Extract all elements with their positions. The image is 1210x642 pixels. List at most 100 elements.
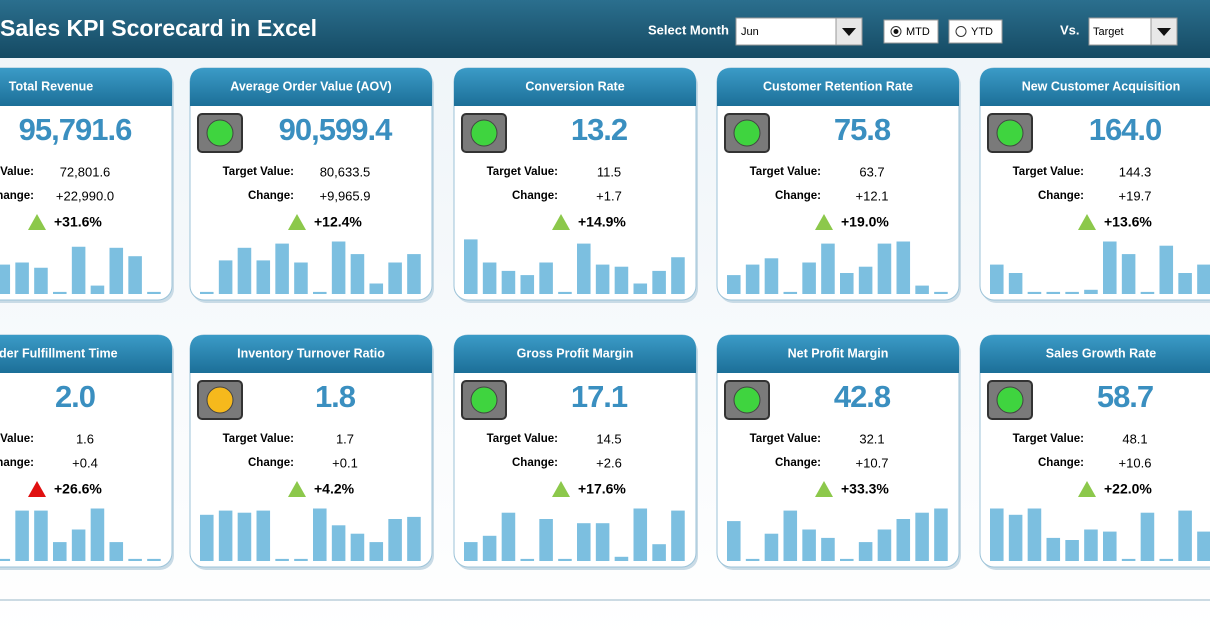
trend-bar [313,508,327,561]
trend-bar [990,508,1004,561]
trend-arrow [28,481,46,497]
kpi-card: Net Profit Margin 42.8 Target Value: 32.1 Ch… [716,334,961,570]
trend-bar [727,275,741,294]
card-header [0,335,172,373]
change-label: Change: [775,457,821,469]
radio-circle[interactable] [955,26,967,37]
target-label: Target Value: [1013,166,1084,178]
change-value: +9,965.9 [320,188,371,203]
change-value: +22,990.0 [56,188,114,203]
status-light [733,119,761,147]
target-value: 72,801.6 [60,164,111,179]
trend-bar [369,283,384,294]
radio-dot[interactable] [893,29,899,34]
trend-bar [577,523,591,561]
trend-bar [727,521,741,561]
trend-bar [237,512,252,561]
trend-bar [1084,529,1098,561]
change-label: Change: [0,190,34,202]
trend-bar [840,273,854,294]
change-value: +12.1 [856,188,889,203]
change-value: +10.6 [1119,455,1152,470]
trend-bar [877,529,892,561]
month-value[interactable]: Jun [741,26,759,38]
trend-bar [313,291,327,294]
target-label: Target Value: [0,433,34,445]
trend-bar [783,510,798,561]
trend-bar [1008,514,1023,561]
trend-bar [369,542,384,561]
change-value: +19.7 [1119,188,1152,203]
status-light [206,119,234,147]
ytd-radio[interactable]: YTD [948,19,1003,44]
trend-arrow [1078,214,1096,230]
trend-bar [1103,241,1117,294]
kpi-value: 95,791.6 [19,112,132,147]
radio-box[interactable] [883,19,939,44]
vs-dropdown[interactable]: Target [1088,17,1178,46]
trend-bar [577,243,591,294]
trend-bar [109,542,124,561]
status-light [996,119,1024,147]
dropdown-arrow[interactable] [1157,28,1171,36]
trend-bar [652,544,666,561]
trend-arrow [815,481,833,497]
change-percent: +17.6% [578,481,626,497]
target-label: Target Value: [487,433,558,445]
trend-bar [633,283,648,294]
trend-bar [218,260,233,294]
trend-bar [915,512,929,561]
trend-bar [256,260,271,294]
status-light [470,119,498,147]
trend-bar [614,266,629,294]
card-header [717,335,959,373]
trend-arrow [28,214,46,230]
target-value: 144.3 [1119,164,1152,179]
vs-value[interactable]: Target [1093,26,1124,38]
kpi-card: Order Fulfillment Time 2.0 Target Value: 1.… [0,334,174,570]
trend-bar [147,558,161,561]
trend-bar [294,262,308,294]
kpi-value: 75.8 [834,112,891,147]
trend-bar [1046,537,1061,561]
change-value: +0.1 [332,455,358,470]
kpi-value: 1.8 [315,379,356,414]
card-header [190,335,432,373]
target-label: Target Value: [1013,433,1084,445]
kpi-card: Total Revenue 95,791.6 Target Value: 72,801… [0,67,174,303]
target-value: 14.5 [596,431,621,446]
trend-bar [275,558,289,561]
target-value: 11.5 [597,164,621,179]
trend-bar [1027,291,1042,294]
trend-bar [520,275,535,294]
trend-bar [934,508,948,561]
trend-bar [71,246,86,294]
trend-bar [858,266,873,294]
trend-bar [0,264,11,294]
trend-bar [90,285,105,294]
trend-bar [464,542,478,561]
trend-bar [1140,291,1155,294]
trend-bar [256,510,271,561]
trend-arrow [288,214,306,230]
dropdown-arrow[interactable] [842,28,856,36]
trend-bar [53,291,67,294]
trend-bar [1121,254,1136,294]
card-title: Gross Profit Margin [517,346,634,360]
trend-bar [1159,558,1174,561]
trend-bar [558,291,572,294]
mtd-radio[interactable]: MTD [883,19,939,44]
trend-bar [877,243,892,294]
card-header [190,68,432,106]
trend-bar [388,262,402,294]
mtd-label[interactable]: MTD [906,26,930,38]
radio-box[interactable] [948,19,1003,44]
month-dropdown[interactable]: Jun [735,17,863,46]
trend-bar [1008,273,1023,294]
trend-bar [147,291,161,294]
trend-bar [482,262,497,294]
kpi-card: Sales Growth Rate 58.7 Target Value: 48.1 Ch… [979,334,1210,570]
ytd-label[interactable]: YTD [971,26,993,38]
